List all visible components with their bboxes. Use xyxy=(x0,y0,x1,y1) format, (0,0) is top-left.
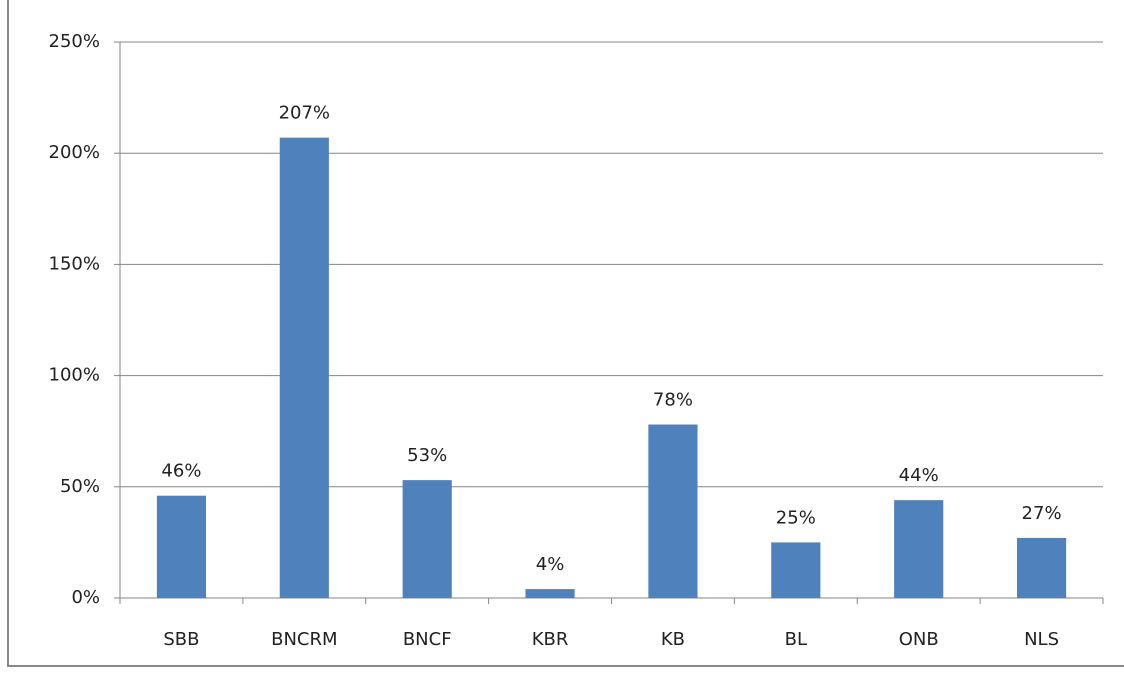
y-tick-label: 50% xyxy=(60,476,100,497)
bar xyxy=(894,500,944,598)
y-tick-label: 200% xyxy=(49,142,100,163)
y-tick-label: 0% xyxy=(71,587,100,608)
data-label: 27% xyxy=(1022,503,1062,524)
x-tick-label: BNCRM xyxy=(271,629,337,650)
x-tick-label: KBR xyxy=(532,629,569,650)
data-label: 25% xyxy=(776,507,816,528)
x-tick-label: ONB xyxy=(899,629,939,650)
y-tick-label: 100% xyxy=(49,365,100,386)
frame xyxy=(7,0,1124,667)
y-tick-label: 150% xyxy=(49,253,100,274)
data-label: 4% xyxy=(536,554,565,575)
data-label: 46% xyxy=(161,461,201,482)
data-label: 78% xyxy=(653,390,693,411)
x-tick-label: BNCF xyxy=(403,629,452,650)
bar xyxy=(525,589,575,598)
x-tick-label: SBB xyxy=(163,629,199,650)
bar xyxy=(771,542,821,598)
bar xyxy=(402,480,452,598)
x-tick-label: NLS xyxy=(1024,629,1059,650)
data-label: 53% xyxy=(407,445,447,466)
data-label: 44% xyxy=(899,465,939,486)
bar xyxy=(648,424,698,598)
bar xyxy=(1016,537,1067,598)
y-tick-label: 250% xyxy=(49,31,100,52)
bar xyxy=(156,495,207,598)
bar xyxy=(279,137,329,598)
data-label: 207% xyxy=(279,103,330,124)
x-tick-label: BL xyxy=(785,629,807,650)
x-tick-label: KB xyxy=(661,629,685,650)
